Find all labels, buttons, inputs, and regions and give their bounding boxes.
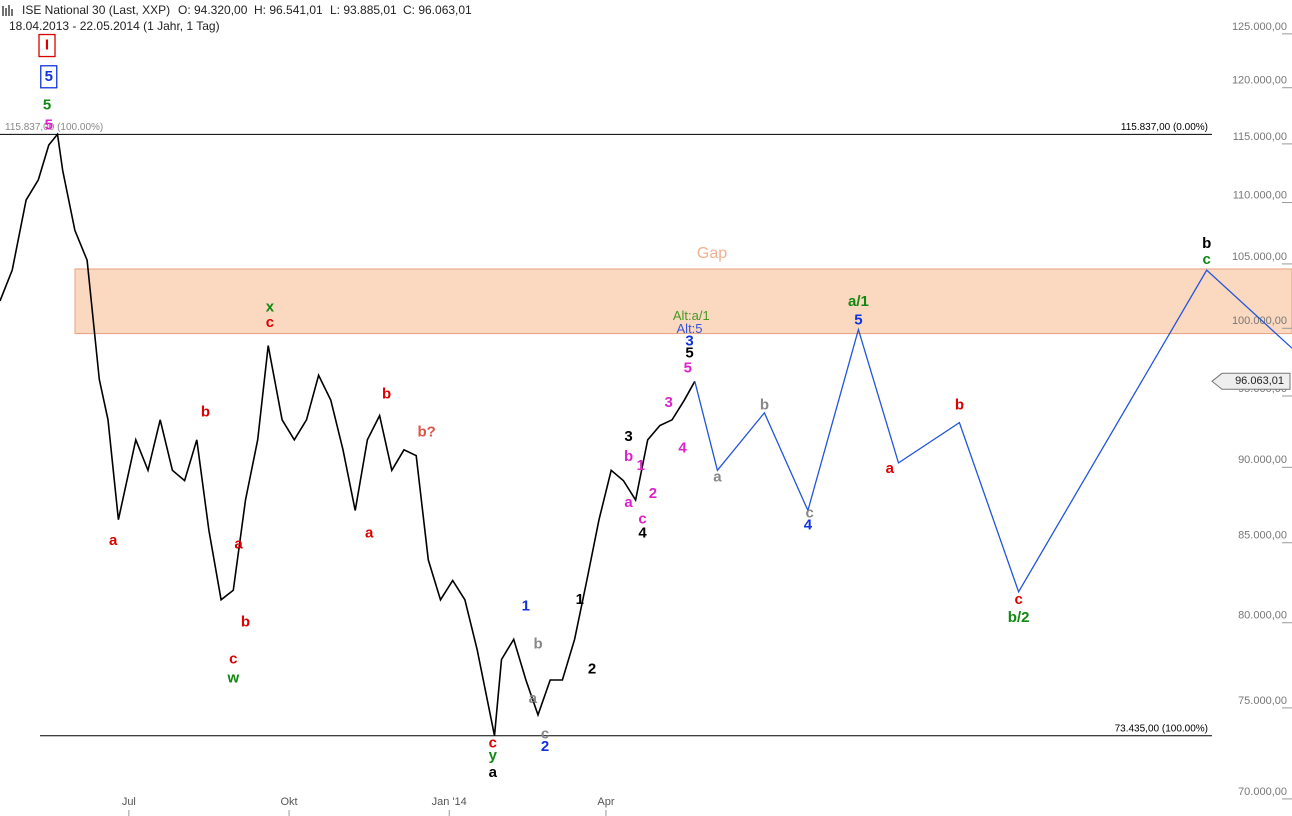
wave-label: c [266, 314, 274, 331]
wave-label: 2 [649, 485, 657, 502]
y-tick-label: 90.000,00 [1238, 454, 1287, 466]
y-tick-label: 80.000,00 [1238, 610, 1287, 622]
reference-label: 115.837,00 (0.00%) [1121, 122, 1208, 133]
wave-label: Alt:a/1 [673, 308, 710, 323]
y-tick-label: 100.000,00 [1232, 315, 1287, 327]
wave-label: c [638, 511, 646, 528]
wave-label: b [241, 614, 250, 631]
wave-label: 3 [685, 333, 693, 350]
x-tick-label: Okt [280, 796, 297, 808]
y-tick-label: 120.000,00 [1232, 75, 1287, 87]
wave-label: a [624, 494, 633, 511]
close-value: C: 96.063,01 [403, 3, 472, 17]
wave-label: 1 [576, 591, 584, 608]
reference-label: 115.837,00 (100.00%) [5, 122, 103, 133]
wave-label: c [541, 726, 549, 743]
wave-label: c [229, 650, 237, 667]
wave-label: a [365, 524, 374, 541]
y-tick-label: 125.000,00 [1232, 21, 1287, 33]
wave-label: c [806, 505, 814, 522]
wave-label: a [109, 532, 118, 549]
wave-label: 5 [45, 117, 53, 134]
wave-label: a [489, 764, 498, 781]
wave-label: x [266, 298, 275, 315]
last-price-label: 96.063,01 [1235, 375, 1284, 387]
reference-label: 73.435,00 (100.00%) [1115, 723, 1208, 734]
logo [2, 5, 13, 16]
price-line [0, 132, 696, 736]
wave-label: a [886, 460, 895, 477]
wave-label: 4 [804, 517, 813, 534]
low-value: L: 93.885,01 [330, 3, 397, 17]
wave-label: a [234, 535, 243, 552]
y-tick-label: 85.000,00 [1238, 530, 1287, 542]
wave-label: c [1203, 251, 1211, 268]
wave-label: 5 [43, 96, 51, 113]
label-box [40, 65, 58, 89]
wave-label: a [713, 469, 722, 486]
gap-zone [74, 268, 1292, 335]
x-tick-label: Jul [122, 796, 136, 808]
wave-label: c [489, 735, 497, 752]
wave-label: b [382, 386, 391, 403]
wave-label: b [955, 397, 964, 414]
open-value: O: 94.320,00 [178, 3, 248, 17]
gap-label: Gap [697, 245, 727, 262]
wave-label: b [760, 397, 769, 414]
wave-label: y [489, 747, 498, 764]
chart-title: ISE National 30 (Last, XXP) [22, 3, 170, 17]
wave-label: b [624, 448, 633, 465]
wave-label: w [226, 669, 239, 686]
wave-label: 5 [685, 345, 693, 362]
y-tick-label: 115.000,00 [1233, 131, 1287, 143]
high-value: H: 96.541,01 [254, 3, 323, 17]
price-line [694, 269, 1292, 594]
wave-label: 5 [45, 68, 53, 85]
last-price-tag [1211, 372, 1291, 390]
wave-label: a/1 [848, 293, 869, 310]
wave-label: c [1014, 591, 1022, 608]
wave-label: 3 [664, 394, 672, 411]
wave-label: I [45, 36, 49, 53]
x-tick-label: Apr [597, 796, 614, 808]
wave-label: 1 [637, 457, 645, 474]
wave-label: 2 [541, 738, 549, 755]
wave-label: b [1202, 235, 1211, 252]
y-tick-label: 75.000,00 [1238, 695, 1287, 707]
wave-label: 4 [638, 524, 647, 541]
wave-label: 5 [854, 311, 862, 328]
y-tick-label: 70.000,00 [1238, 786, 1287, 798]
wave-label: b/2 [1008, 609, 1030, 626]
wave-label: b [533, 635, 542, 652]
wave-label: 4 [678, 439, 687, 456]
wave-label: b [201, 404, 210, 421]
label-box [38, 33, 56, 58]
date-range: 18.04.2013 - 22.05.2014 (1 Jahr, 1 Tag) [9, 19, 220, 33]
wave-label: a [529, 690, 538, 707]
wave-label: b? [417, 424, 435, 441]
wave-label: Alt:5 [677, 321, 703, 336]
x-tick-label: Jan '14 [432, 796, 467, 808]
y-tick-label: 110.000,00 [1233, 189, 1287, 201]
y-tick-label: 105.000,00 [1232, 251, 1287, 263]
wave-label: 5 [684, 359, 692, 376]
wave-label: 2 [588, 661, 596, 678]
wave-label: 3 [624, 428, 632, 445]
wave-label: 1 [522, 597, 530, 614]
